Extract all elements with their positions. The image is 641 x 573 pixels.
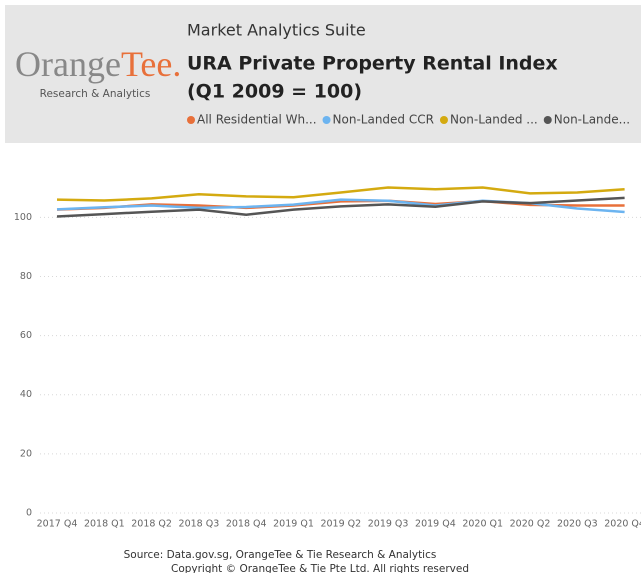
chart-title: (Q1 2009 = 100) bbox=[187, 81, 362, 103]
suite-title: Market Analytics Suite bbox=[187, 21, 366, 40]
y-tick-label: 80 bbox=[20, 271, 32, 282]
x-tick-label: 2018 Q4 bbox=[226, 519, 267, 530]
x-tick-label: 2019 Q2 bbox=[320, 519, 361, 530]
x-tick-label: 2020 Q3 bbox=[557, 519, 598, 530]
chart-title: URA Private Property Rental Index bbox=[187, 53, 558, 75]
legend-marker bbox=[439, 116, 448, 124]
legend-label: Non-Landed CCR bbox=[333, 113, 434, 127]
x-tick-label: 2018 Q2 bbox=[131, 519, 172, 530]
logo-tee: Tee. bbox=[121, 44, 181, 84]
x-tick-label: 2020 Q4 bbox=[604, 519, 641, 530]
x-tick-label: 2020 Q2 bbox=[510, 519, 551, 530]
series-line bbox=[56, 196, 625, 218]
logo: OrangeTee. bbox=[15, 44, 181, 84]
x-tick-label: 2017 Q4 bbox=[37, 519, 78, 530]
footer: Copyright © OrangeTee & Tie Pte Ltd. All… bbox=[171, 563, 469, 573]
legend-marker bbox=[322, 116, 331, 124]
x-tick-label: 2018 Q3 bbox=[179, 519, 220, 530]
legend-marker bbox=[543, 116, 552, 124]
x-tick-label: 2019 Q3 bbox=[368, 519, 409, 530]
y-tick-label: 0 bbox=[26, 508, 32, 519]
x-tick-label: 2019 Q1 bbox=[273, 519, 314, 530]
legend-label: Non-Lande... bbox=[554, 113, 630, 127]
legend-label: Non-Landed ... bbox=[450, 113, 538, 127]
legend-marker bbox=[187, 116, 195, 124]
y-tick-label: 40 bbox=[20, 389, 32, 400]
footer: Source: Data.gov.sg, OrangeTee & Tie Res… bbox=[124, 549, 437, 561]
logo-orange: Orange bbox=[15, 44, 121, 84]
series-line bbox=[56, 186, 625, 202]
x-tick-label: 2019 Q4 bbox=[415, 519, 456, 530]
logo-subtitle: Research & Analytics bbox=[40, 88, 151, 100]
y-tick-label: 100 bbox=[14, 212, 32, 223]
legend-label: All Residential Wh... bbox=[197, 113, 317, 127]
x-tick-label: 2020 Q1 bbox=[462, 519, 503, 530]
y-tick-label: 60 bbox=[20, 330, 32, 341]
x-tick-label: 2018 Q1 bbox=[84, 519, 125, 530]
y-tick-label: 20 bbox=[20, 448, 32, 459]
